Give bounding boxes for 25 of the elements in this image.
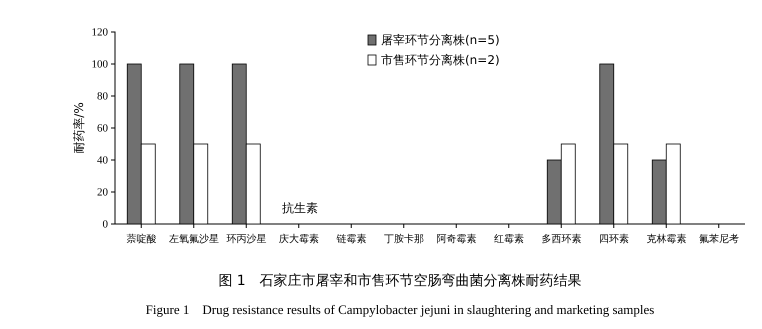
x-tick-label: 丁胺卡那 [384, 233, 424, 245]
x-tick-label: 链霉素 [335, 233, 366, 245]
y-tick-label: 60 [97, 122, 108, 135]
y-tick-label: 100 [92, 58, 108, 71]
text: 图 1 石家庄市屠宰和市售环节空肠弯曲菌分离株耐药结果 [218, 273, 582, 289]
y-tick-label: 120 [92, 26, 108, 39]
x-axis-title: 抗生素 [282, 201, 318, 215]
x-tick-label: 左氧氟沙星 [168, 233, 219, 245]
y-tick-label: 40 [97, 154, 108, 167]
x-tick-label: 氟苯尼考 [698, 233, 739, 245]
y-tick-label: 80 [97, 90, 108, 103]
x-tick-label: 环丙沙星 [226, 233, 266, 245]
x-tick-label: 阿奇霉素 [436, 233, 476, 245]
x-tick-label: 四环素 [598, 233, 629, 245]
y-axis-title: 耐药率/% [72, 102, 86, 154]
y-tick-label: 0 [102, 218, 108, 231]
legend-label: 市售环节分离株(n=2) [381, 53, 500, 67]
y-tick-label: 20 [97, 186, 108, 199]
legend-label: 屠宰环节分离株(n=5) [381, 33, 500, 47]
text: Figure 1 Drug resistance results of Campylobacter jejuni in slaughtering and marketing samples [146, 302, 654, 317]
x-tick-label: 多西环素 [541, 233, 582, 245]
x-tick-label: 红霉素 [494, 233, 524, 245]
x-tick-label: 庆大霉素 [278, 233, 319, 245]
x-tick-label: 克林霉素 [646, 233, 686, 245]
x-tick-label: 萘啶酸 [126, 233, 156, 245]
